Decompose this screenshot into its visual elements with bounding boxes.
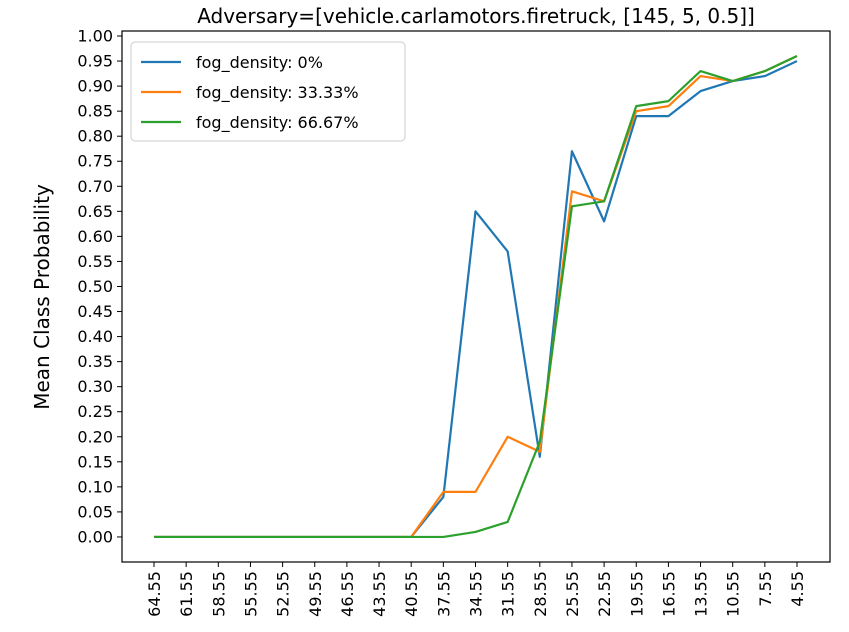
x-tick-label: 28.55: [531, 571, 550, 617]
y-tick-label: 0.95: [77, 52, 113, 71]
series-layer: [154, 55, 798, 539]
x-tick-label: 34.55: [467, 571, 486, 617]
legend-label-2: fog_density: 66.67%: [196, 113, 359, 133]
legend-box: [130, 41, 406, 142]
x-tick-label: 4.55: [788, 571, 807, 607]
x-tick-label: 37.55: [434, 571, 453, 617]
x-tick-label: 49.55: [306, 571, 325, 617]
x-tick-label: 64.55: [145, 571, 164, 617]
y-tick-label: 0.15: [77, 452, 113, 471]
y-tick-label: 0.10: [77, 477, 113, 496]
x-tick-label: 58.55: [209, 571, 228, 617]
legend-label-0: fog_density: 0%: [196, 53, 323, 73]
series-line-2: [154, 55, 798, 539]
x-tick-label: 43.55: [370, 571, 389, 617]
legend-label-1: fog_density: 33.33%: [196, 83, 359, 103]
y-tick-label: 0.70: [77, 177, 113, 196]
y-tick-label: 0.35: [77, 352, 113, 371]
x-tick-label: 31.55: [499, 571, 518, 617]
x-tick-label: 19.55: [627, 571, 646, 617]
x-tick-label: 40.55: [402, 571, 421, 617]
y-tick-label: 1.00: [77, 27, 113, 46]
y-tick-label: 0.00: [77, 527, 113, 546]
y-tick-label: 0.50: [77, 277, 113, 296]
x-tick-label: 52.55: [274, 571, 293, 617]
y-tick-label: 0.75: [77, 152, 113, 171]
x-axis: 64.55 61.55 58.55 55.55 52.55 49.55 46.55 43.55…: [145, 562, 807, 617]
y-axis: 0.00 0.05 0.10 0.15 0.20 0.25 0.30 0.35 0.40 0.45…: [77, 27, 122, 546]
y-tick-label: 0.80: [77, 127, 113, 146]
x-tick-label: 16.55: [659, 571, 678, 617]
x-tick-label: 10.55: [724, 571, 743, 617]
y-tick-label: 0.30: [77, 377, 113, 396]
y-tick-label: 0.20: [77, 427, 113, 446]
y-tick-label: 0.65: [77, 202, 113, 221]
y-tick-label: 0.55: [77, 252, 113, 271]
x-tick-label: 13.55: [692, 571, 711, 617]
y-axis-label: Mean Class Probability: [30, 184, 54, 410]
chart-title: Adversary=[vehicle.carlamotors.firetruck…: [197, 4, 755, 28]
x-tick-label: 22.55: [595, 571, 614, 617]
y-tick-label: 0.85: [77, 102, 113, 121]
x-tick-label: 55.55: [241, 571, 260, 617]
x-tick-label: 25.55: [563, 571, 582, 617]
y-tick-label: 0.40: [77, 327, 113, 346]
y-tick-label: 0.05: [77, 502, 113, 521]
x-tick-label: 61.55: [177, 571, 196, 617]
legend: fog_density: 0% fog_density: 33.33% fog_de…: [130, 41, 406, 142]
y-tick-label: 0.60: [77, 227, 113, 246]
y-tick-label: 0.45: [77, 302, 113, 321]
y-tick-label: 0.90: [77, 77, 113, 96]
x-tick-label: 7.55: [756, 571, 775, 607]
y-tick-label: 0.25: [77, 402, 113, 421]
x-tick-label: 46.55: [338, 571, 357, 617]
